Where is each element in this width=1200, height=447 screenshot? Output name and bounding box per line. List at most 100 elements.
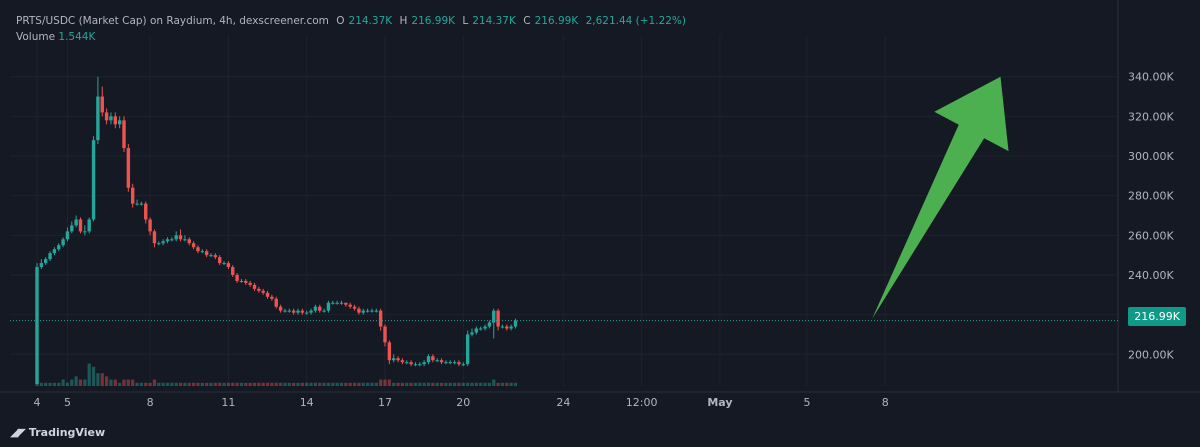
- volume-bar: [274, 382, 278, 386]
- high-label: H: [399, 15, 408, 27]
- candle-body: [174, 235, 178, 240]
- x-tick-label: 24: [556, 396, 570, 409]
- volume-bar: [226, 382, 230, 386]
- volume-bar: [165, 382, 170, 386]
- volume-bar: [144, 382, 148, 386]
- volume-bar: [309, 382, 313, 386]
- volume-bar: [205, 382, 209, 386]
- change-value: 2,621.44 (+1.22%): [585, 15, 687, 27]
- candle-body: [348, 304, 352, 307]
- candle-body: [357, 308, 361, 313]
- volume-bar: [57, 382, 61, 386]
- candle-body: [65, 231, 70, 240]
- volume-bar: [335, 382, 339, 386]
- volume-bar: [413, 382, 418, 386]
- volume-bar: [444, 382, 448, 386]
- footer-bar: [0, 418, 1200, 447]
- x-tick-label: 14: [300, 396, 314, 409]
- volume-bar: [496, 382, 500, 386]
- volume-bar: [513, 382, 518, 386]
- volume-bar: [453, 382, 457, 386]
- close-label: C: [523, 15, 531, 27]
- volume-bar: [344, 382, 348, 386]
- x-tick-label: 20: [456, 396, 470, 409]
- candle-body: [318, 306, 322, 311]
- candle-body: [278, 306, 283, 311]
- volume-bar: [152, 379, 157, 386]
- candle-body: [200, 251, 204, 253]
- candle-body: [170, 239, 174, 241]
- volume-bar: [61, 379, 65, 386]
- volume-bar: [39, 382, 43, 386]
- volume-bar: [239, 382, 244, 386]
- candle-body: [505, 326, 509, 329]
- volume-bar: [339, 382, 344, 386]
- candle-body: [409, 362, 413, 365]
- candle-body: [148, 219, 152, 232]
- volume-bar: [279, 382, 283, 386]
- y-tick-label: 340.00K: [1128, 71, 1174, 84]
- candle-body: [244, 280, 248, 283]
- candle-body: [374, 310, 378, 312]
- volume-bar: [235, 382, 239, 386]
- tradingview-icon: ◢◤: [10, 426, 26, 439]
- candle-body: [231, 267, 235, 275]
- volume-bar: [139, 382, 143, 386]
- low-label: L: [462, 15, 469, 27]
- candle-body: [305, 312, 309, 314]
- candle-body: [452, 362, 457, 364]
- candle-body: [283, 310, 287, 312]
- candle-body: [431, 356, 435, 361]
- volume-bar: [122, 379, 126, 386]
- volume-bar: [379, 379, 383, 386]
- volume-bar: [431, 382, 435, 386]
- volume-bar: [192, 382, 196, 386]
- candle-body: [209, 255, 213, 257]
- candle-body: [83, 231, 87, 233]
- volume-bar: [261, 382, 265, 386]
- volume-bar: [426, 382, 431, 386]
- volume-bar: [352, 382, 357, 386]
- volume-bar: [435, 382, 439, 386]
- candle-body: [78, 219, 83, 232]
- candle-body: [483, 326, 487, 329]
- candle-body: [313, 306, 318, 311]
- volume-bar: [222, 382, 226, 386]
- x-tick-label: 12:00: [626, 396, 658, 409]
- volume-bar: [170, 382, 174, 386]
- candle-body: [405, 362, 409, 364]
- volume-bar: [439, 382, 444, 386]
- volume-bar: [174, 382, 178, 386]
- candle-body: [261, 290, 265, 293]
- volume-bar: [118, 382, 122, 386]
- volume-bar: [466, 382, 470, 386]
- volume-bar: [479, 382, 483, 386]
- candle-body: [161, 241, 165, 244]
- tradingview-logo[interactable]: ◢◤ TradingView: [10, 426, 105, 439]
- volume-bar: [148, 382, 152, 386]
- x-tick-label: 5: [64, 396, 71, 409]
- last-price-badge: 216.99K: [1128, 307, 1186, 326]
- candle-body: [109, 116, 113, 121]
- y-tick-label: 300.00K: [1128, 150, 1174, 163]
- candle-body: [444, 362, 448, 364]
- volume-bar: [74, 376, 78, 386]
- y-tick-label: 320.00K: [1128, 110, 1174, 123]
- candle-body: [204, 251, 209, 256]
- close-value: 216.99K: [534, 15, 579, 27]
- volume-bar: [474, 382, 478, 386]
- volume-bar: [305, 382, 309, 386]
- x-tick-label: 17: [378, 396, 392, 409]
- candle-body: [44, 259, 48, 264]
- volume-bar: [313, 382, 317, 386]
- volume-bar: [78, 379, 83, 386]
- symbol-label: PRTS/USDC (Market Cap) on Raydium, 4h, d…: [16, 15, 329, 27]
- volume-bar: [187, 382, 191, 386]
- volume-bar: [300, 382, 304, 386]
- volume-label: Volume: [16, 31, 56, 43]
- volume-bar: [318, 382, 322, 386]
- volume-bar: [405, 382, 409, 386]
- volume-bar: [292, 382, 296, 386]
- candle-body: [479, 328, 483, 330]
